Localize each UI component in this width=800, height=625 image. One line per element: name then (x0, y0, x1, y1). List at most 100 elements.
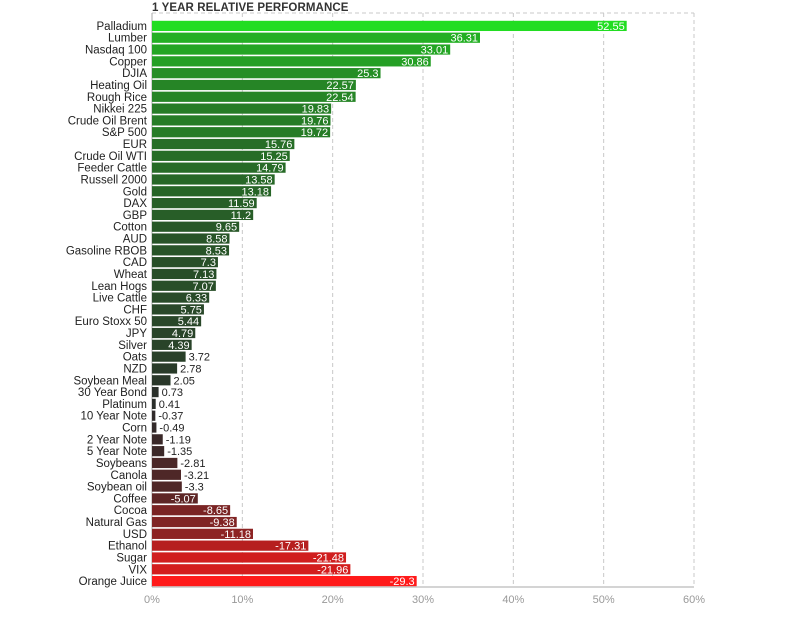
bar-palladium (152, 20, 627, 32)
value-label: -2.81 (180, 458, 205, 470)
category-label: 10 Year Note (80, 411, 147, 423)
bar-jpy (152, 327, 196, 339)
value-label: 3.72 (189, 352, 210, 364)
category-label: Soybean Meal (73, 375, 147, 387)
value-label: -11.18 (221, 529, 251, 541)
category-label: AUD (123, 234, 147, 246)
bar-2-year-note (152, 434, 163, 445)
category-label: Cocoa (114, 505, 148, 517)
x-tick-label: 60% (683, 594, 705, 606)
category-label: Ethanol (108, 541, 147, 553)
bar-eur (152, 138, 295, 150)
value-label: 8.58 (206, 234, 227, 246)
category-label: DJIA (122, 68, 147, 80)
value-label: -1.35 (167, 446, 192, 458)
bar-nikkei-225 (152, 103, 332, 114)
category-label: Crude Oil Brent (68, 115, 148, 127)
value-label: 30.86 (401, 56, 429, 68)
category-label: JPY (126, 328, 147, 340)
category-label: Cotton (113, 222, 147, 234)
category-label: CHF (123, 304, 147, 316)
value-label: 19.76 (301, 115, 329, 127)
x-tick-label: 30% (412, 594, 434, 606)
bar-crude-oil-wti (152, 150, 290, 161)
value-label: 11.2 (231, 210, 252, 222)
bar-aud (152, 233, 230, 244)
category-label: CAD (123, 257, 147, 269)
bar-gold (152, 186, 272, 197)
value-label: 7.13 (193, 269, 214, 281)
category-label: Nikkei 225 (93, 104, 147, 116)
bar-soybeans (152, 457, 178, 469)
category-label: Copper (109, 56, 147, 68)
category-label: EUR (123, 139, 147, 151)
bar-chf (152, 304, 204, 315)
bar-crude-oil-brent (152, 115, 331, 126)
value-label: 14.79 (256, 163, 284, 175)
value-label: 6.33 (186, 293, 207, 305)
value-label: 36.31 (450, 33, 478, 45)
category-label: Lean Hogs (91, 281, 147, 293)
bar-euro-stoxx-50 (152, 316, 202, 327)
category-label: Gold (123, 186, 147, 198)
bar-gbp (152, 209, 254, 221)
bar-sugar (152, 552, 347, 563)
value-label: 0.41 (159, 399, 180, 411)
category-label: 30 Year Bond (78, 387, 147, 399)
category-label: Nasdaq 100 (85, 45, 147, 57)
category-label: GBP (123, 210, 148, 222)
value-label: -29.3 (390, 576, 415, 588)
bar-live-cattle (152, 292, 210, 303)
bar-cocoa (152, 505, 231, 516)
value-label: -21.96 (317, 564, 348, 576)
value-label: 22.57 (326, 80, 354, 92)
category-label: Silver (118, 340, 147, 352)
bar-10-year-note (152, 410, 156, 421)
value-label: -0.37 (158, 411, 183, 423)
category-label: Oats (123, 352, 148, 364)
bar-corn (152, 422, 157, 433)
bar-soybean-meal (152, 375, 171, 386)
category-label: Russell 2000 (81, 174, 147, 186)
x-tick-label: 20% (322, 594, 344, 606)
category-label: Crude Oil WTI (74, 151, 147, 163)
bar-30-year-bond (152, 386, 159, 398)
bar-rough-rice (152, 91, 356, 102)
value-label: 5.44 (178, 316, 199, 328)
value-label: 0.73 (162, 387, 183, 399)
value-label: 33.01 (421, 45, 449, 57)
category-label: Live Cattle (93, 293, 147, 305)
category-label: 5 Year Note (87, 446, 147, 458)
bar-russell-2000 (152, 174, 275, 185)
value-label: 2.78 (180, 363, 201, 375)
value-label: 22.54 (326, 92, 354, 104)
x-tick-label: 40% (502, 594, 524, 606)
bar-vix (152, 564, 351, 575)
bar-feeder-cattle (152, 162, 286, 173)
value-label: 25.3 (357, 68, 378, 80)
bar-oats (152, 351, 186, 362)
bar-nzd (152, 363, 178, 374)
bar-soybean-oil (152, 481, 182, 492)
bar-ethanol (152, 540, 309, 551)
value-label: 19.72 (301, 127, 329, 139)
category-label: USD (123, 529, 147, 541)
bar-usd (152, 528, 253, 539)
value-label: 2.05 (174, 375, 195, 387)
value-label: 8.53 (206, 245, 227, 257)
category-label: Soybeans (96, 458, 147, 470)
category-label: Coffee (113, 493, 147, 505)
category-label: Lumber (108, 33, 147, 45)
value-label: 4.79 (172, 328, 193, 340)
value-label: -0.49 (159, 423, 184, 435)
category-label: Feeder Cattle (77, 163, 147, 175)
bar-silver (152, 339, 192, 350)
bar-lean-hogs (152, 280, 216, 291)
category-label: NZD (123, 363, 147, 375)
category-label: Wheat (114, 269, 148, 281)
bar-cad (152, 257, 218, 268)
value-label: -3.3 (185, 482, 204, 494)
value-label: -9.38 (210, 517, 235, 529)
value-label: 4.39 (168, 340, 189, 352)
